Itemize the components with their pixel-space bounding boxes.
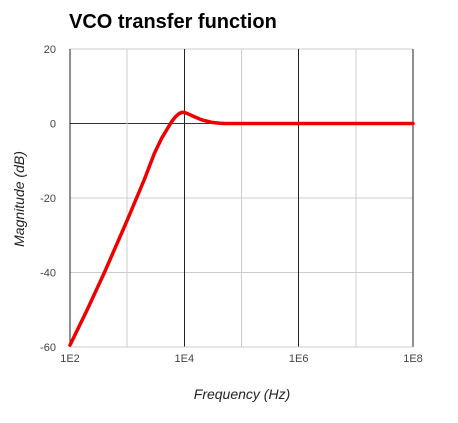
- x-tick-label: 1E8: [403, 353, 423, 365]
- x-tick-label: 1E2: [60, 353, 80, 365]
- y-tick-label: 20: [44, 44, 56, 56]
- y-tick-label: -40: [40, 268, 56, 280]
- y-axis-label: Magnitude (dB): [11, 151, 27, 247]
- chart-title: VCO transfer function: [69, 11, 277, 33]
- x-axis-label: Frequency (Hz): [193, 386, 291, 402]
- x-tick-label: 1E6: [289, 353, 309, 365]
- y-tick-label: -60: [40, 342, 56, 354]
- y-tick-label: 0: [50, 119, 56, 131]
- series-line: [68, 110, 415, 347]
- x-tick-label: 1E4: [175, 353, 195, 365]
- y-tick-label: -20: [40, 193, 56, 205]
